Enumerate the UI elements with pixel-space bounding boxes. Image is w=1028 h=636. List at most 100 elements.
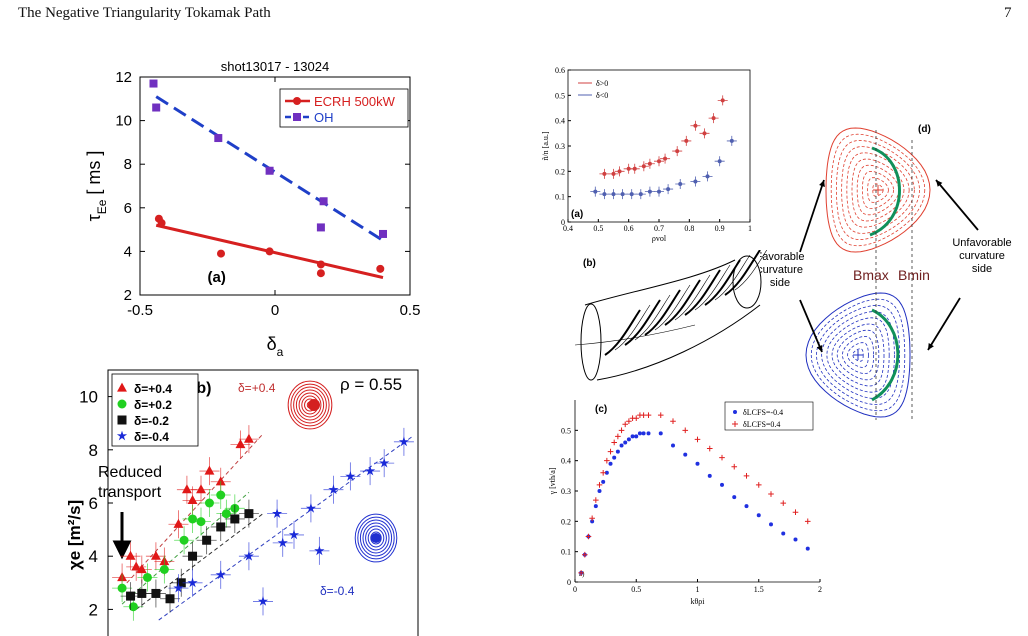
legend-marker: [293, 113, 301, 121]
inset-negative-contours: [354, 513, 398, 563]
legend-label: δ<0: [596, 91, 608, 100]
data-point: [633, 415, 640, 421]
data-point: [328, 484, 339, 495]
legend: [111, 373, 199, 447]
data-point: [615, 449, 620, 454]
legend-label: δ>0: [596, 79, 608, 88]
data-point: [705, 174, 710, 179]
data-point: [159, 565, 169, 574]
series-1: [149, 79, 387, 242]
unfavorable-label: curvature: [959, 250, 1005, 262]
data-point: [582, 551, 588, 558]
data-point: [693, 123, 698, 128]
data-point: [604, 470, 609, 475]
data-point: [641, 164, 646, 169]
data-point: [188, 551, 198, 561]
arrow-icon: [799, 179, 825, 253]
x-axis-label: ρvol: [652, 234, 667, 243]
data-point: [707, 473, 712, 478]
y-tick-label: 8: [89, 441, 98, 460]
data-point: [221, 509, 231, 519]
y-tick-label: 0.4: [555, 117, 565, 126]
legend: [279, 88, 409, 128]
data-point: [216, 522, 226, 532]
legend-marker: [117, 415, 127, 425]
data-point: [590, 519, 595, 524]
data-point: [619, 443, 624, 448]
data-point: [277, 537, 288, 548]
data-point: [131, 561, 142, 571]
data-point: [743, 473, 750, 479]
data-point: [670, 418, 676, 425]
data-point: [711, 116, 716, 121]
data-point: [640, 412, 647, 418]
series-0: [599, 95, 728, 179]
data-point: [136, 564, 147, 574]
legend-label: δLCFS=-0.4: [743, 408, 783, 417]
data-point: [602, 171, 607, 176]
data-point: [202, 535, 212, 545]
data-point: [196, 484, 206, 494]
y-tick-label: 0.5: [561, 426, 571, 435]
y-tick-label: 0.2: [561, 517, 571, 526]
data-point: [793, 537, 798, 542]
data-point: [265, 247, 274, 256]
data-point: [305, 502, 316, 513]
data-point: [230, 514, 240, 524]
data-point: [187, 577, 198, 588]
data-point: [214, 134, 223, 143]
y-axis-label: ñ/n [a.u.]: [541, 131, 550, 160]
data-point: [618, 427, 625, 434]
data-point: [272, 508, 283, 518]
x-tick-label: 0.5: [593, 224, 603, 233]
data-point: [719, 454, 725, 461]
y-tick-label: 2: [89, 600, 98, 619]
data-point: [638, 192, 643, 197]
data-point: [675, 149, 680, 154]
data-point: [142, 572, 152, 582]
flux-surface-diagram: (d)Bmax BminFavorablecurvaturesideUnfavor…: [760, 124, 1012, 420]
y-tick-label: 10: [115, 113, 132, 130]
data-point: [235, 439, 246, 449]
data-point: [756, 513, 761, 518]
bmax-label: Bmax: [853, 267, 889, 283]
y-tick-label: 0.5: [555, 91, 565, 100]
data-point: [744, 504, 749, 509]
data-point: [671, 443, 675, 448]
legend-label: δ=+0.4: [134, 382, 172, 396]
arrow-icon: [799, 299, 823, 353]
data-point: [181, 484, 192, 494]
data-point: [585, 533, 592, 540]
y-tick-label: 4: [89, 547, 98, 566]
panel-label: (d): [918, 124, 931, 135]
chart-fluctuation-profile: 0.4 0.5 0.6 0.7 0.8 0.9 1 0 0.1 0.2 0.3 0.4 0.5 0.6 ρv…: [541, 66, 752, 243]
x-tick-label: 0.9: [715, 224, 725, 233]
data-point: [316, 269, 325, 278]
y-tick-label: 6: [124, 200, 132, 217]
data-point: [731, 463, 738, 470]
data-point: [615, 433, 621, 440]
data-point: [611, 171, 616, 176]
y-tick-label: 12: [115, 69, 132, 86]
data-point: [641, 431, 646, 436]
data-point: [165, 594, 175, 604]
y-axis-label: γ [vth/a]: [548, 467, 557, 495]
x-tick-label: 0.4: [563, 224, 573, 233]
rho-annotation: ρ = 0.55: [340, 375, 402, 394]
y-tick-label: 0.6: [555, 66, 565, 75]
data-point: [607, 448, 614, 455]
x-tick-label: 2: [818, 585, 822, 594]
data-point: [663, 156, 668, 161]
reduced-transport-label: Reduced: [98, 464, 162, 481]
series-1: [112, 481, 245, 621]
x-tick-label: -0.5: [127, 302, 153, 319]
data-point: [319, 197, 328, 206]
curvature-arc: [869, 146, 901, 237]
data-point: [755, 482, 762, 488]
x-tick-label: 0.5: [631, 585, 641, 594]
data-point: [647, 161, 652, 166]
positive-triangularity-surfaces: [825, 127, 931, 253]
favorable-label: curvature: [760, 264, 803, 276]
data-point: [647, 189, 652, 194]
